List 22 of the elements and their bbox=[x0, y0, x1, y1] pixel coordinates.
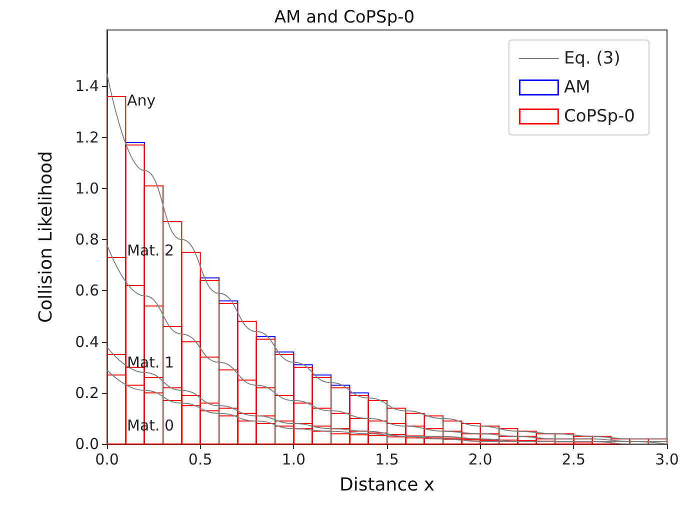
legend-label: AM bbox=[564, 78, 590, 98]
legend-label: CoPSp-0 bbox=[564, 106, 636, 126]
y-axis-title: Collision Likelihood bbox=[36, 151, 56, 323]
x-tick-label: 1.0 bbox=[282, 450, 306, 468]
y-tick-label: 1.2 bbox=[75, 128, 99, 146]
y-tick-label: 1.0 bbox=[75, 179, 99, 198]
y-tick-label: 0.8 bbox=[75, 230, 99, 249]
x-tick-label: 1.5 bbox=[375, 450, 399, 468]
x-tick-label: 0.5 bbox=[188, 450, 212, 468]
y-tick-label: 1.4 bbox=[75, 77, 99, 96]
x-axis-title: Distance x bbox=[339, 474, 435, 496]
x-tick-label: 3.0 bbox=[655, 450, 679, 468]
x-tick-label: 0.0 bbox=[95, 450, 119, 468]
y-tick-label: 0.4 bbox=[75, 332, 99, 351]
x-tick-label: 2.5 bbox=[562, 450, 586, 468]
chart-title: AM and CoPSp-0 bbox=[274, 8, 415, 28]
y-tick-label: 0.0 bbox=[75, 435, 99, 453]
x-tick-label: 2.0 bbox=[468, 450, 492, 468]
legend-label: Eq. (3) bbox=[564, 48, 620, 68]
annotation: Any bbox=[127, 92, 156, 110]
y-tick-label: 0.6 bbox=[75, 282, 99, 300]
y-tick-label: 0.2 bbox=[75, 384, 99, 402]
